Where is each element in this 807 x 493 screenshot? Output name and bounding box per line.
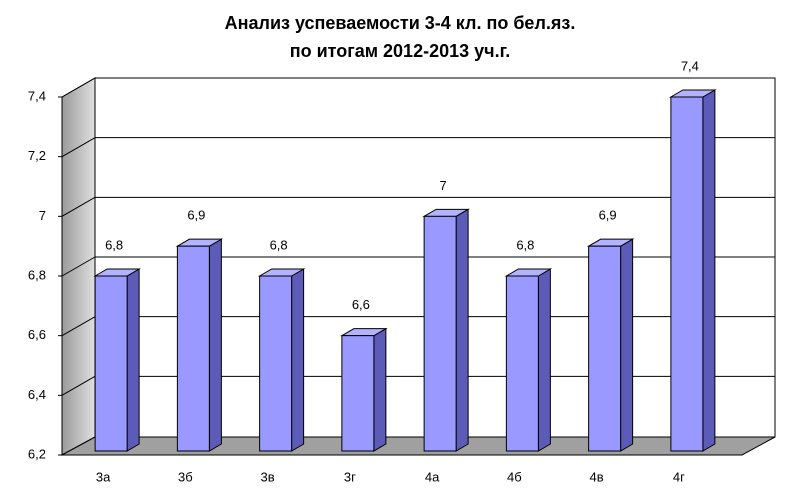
bar-side bbox=[373, 327, 387, 452]
x-tick-label: 3г bbox=[344, 469, 356, 484]
grid-line bbox=[61, 256, 96, 277]
x-tick-label: 4а bbox=[425, 469, 440, 484]
bar bbox=[422, 208, 470, 452]
data-label: 6,6 bbox=[352, 297, 370, 312]
bar-front bbox=[670, 96, 704, 452]
grid-line bbox=[61, 316, 96, 337]
data-label: 7 bbox=[440, 178, 447, 193]
data-label: 6,8 bbox=[105, 237, 123, 252]
bar bbox=[340, 327, 388, 452]
x-tick-label: 4б bbox=[507, 469, 522, 484]
x-tick-label: 4в bbox=[590, 469, 604, 484]
bar bbox=[586, 238, 635, 452]
bar-side bbox=[126, 268, 140, 452]
grid-line bbox=[61, 77, 96, 98]
y-tick-label: 7 bbox=[39, 208, 46, 223]
bar-front bbox=[505, 275, 539, 452]
floor bbox=[61, 436, 776, 456]
data-label: 6,9 bbox=[599, 208, 617, 223]
bar-side bbox=[537, 268, 551, 452]
bar-front bbox=[588, 245, 622, 452]
bar-side bbox=[291, 268, 305, 452]
data-label: 7,4 bbox=[681, 58, 699, 73]
x-tick-label: 4г bbox=[673, 469, 685, 484]
y-tick-label: 6,6 bbox=[28, 327, 46, 342]
bar bbox=[257, 268, 306, 452]
bar bbox=[93, 268, 141, 452]
bar-front bbox=[259, 275, 293, 452]
data-label: 6,8 bbox=[516, 237, 534, 252]
y-tick-label: 6,2 bbox=[28, 446, 46, 461]
y-tick-label: 7,4 bbox=[28, 88, 46, 103]
bar-side bbox=[620, 238, 634, 452]
x-tick-label: 3б bbox=[178, 469, 193, 484]
bar-side bbox=[455, 208, 469, 452]
bar bbox=[669, 89, 717, 452]
chart-title: по итогам 2012-2013 уч.г. bbox=[290, 41, 511, 61]
bar-side bbox=[208, 238, 222, 452]
bar bbox=[504, 268, 553, 452]
x-tick-label: 3в bbox=[261, 469, 275, 484]
bar-front bbox=[341, 335, 375, 452]
bar-front bbox=[94, 275, 128, 452]
bar-front bbox=[423, 215, 457, 452]
bar-side bbox=[702, 89, 716, 452]
y-tick-label: 7,2 bbox=[28, 148, 46, 163]
y-tick-label: 6,8 bbox=[28, 267, 46, 282]
x-tick-label: 3а bbox=[96, 469, 111, 484]
bar bbox=[175, 238, 224, 452]
data-label: 6,8 bbox=[270, 237, 288, 252]
y-tick-label: 6,4 bbox=[28, 387, 46, 402]
grid-line bbox=[61, 375, 96, 396]
bar-front bbox=[176, 245, 210, 452]
data-label: 6,9 bbox=[187, 208, 205, 223]
grid-line bbox=[61, 196, 96, 217]
chart-title: Анализ успеваемости 3-4 кл. по бел.яз. bbox=[225, 13, 576, 33]
grid-line bbox=[61, 137, 96, 158]
